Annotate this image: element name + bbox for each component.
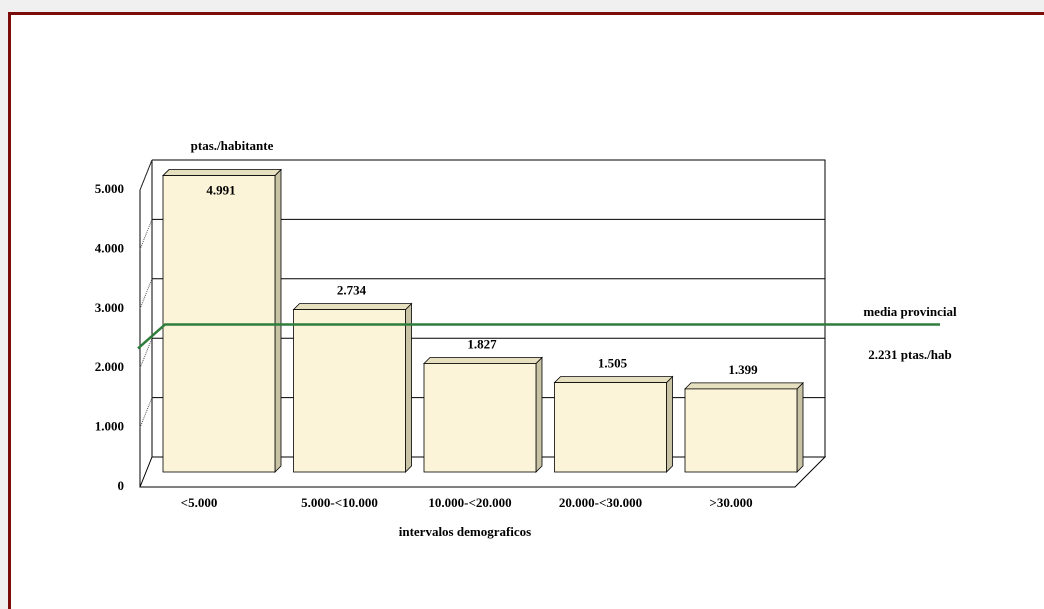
reference-label: media provincial bbox=[863, 304, 957, 319]
x-axis-label: intervalos demograficos bbox=[399, 524, 532, 539]
side-grid-line bbox=[139, 397, 153, 428]
side-grid-line bbox=[139, 159, 153, 191]
x-tick-label: 10.000-<20.000 bbox=[428, 495, 511, 510]
y-tick-label: 0 bbox=[118, 478, 125, 493]
bar bbox=[423, 363, 537, 473]
bar-top bbox=[162, 169, 282, 176]
x-tick-label: <5.000 bbox=[181, 495, 218, 510]
y-tick-label: 2.000 bbox=[95, 359, 124, 374]
bar-side bbox=[796, 381, 804, 473]
reference-line bbox=[137, 323, 940, 350]
side-grid-line bbox=[139, 219, 153, 250]
bar-side bbox=[535, 356, 543, 473]
data-label: 2.734 bbox=[337, 283, 367, 298]
bar-top bbox=[423, 357, 543, 364]
bar-top bbox=[292, 303, 413, 311]
x-tick-label: 20.000-<30.000 bbox=[559, 495, 642, 510]
data-label: 1.505 bbox=[598, 356, 628, 371]
reference-value-label: 2.231 ptas./hab bbox=[868, 347, 951, 362]
y-tick-label: 5.000 bbox=[95, 181, 124, 196]
y-tick-label: 1.000 bbox=[95, 419, 124, 434]
bar-side bbox=[274, 168, 282, 473]
data-label: 1.399 bbox=[728, 362, 758, 377]
x-tick-label: 5.000-<10.000 bbox=[301, 495, 378, 510]
y-tick-label: 4.000 bbox=[95, 240, 124, 255]
y-axis-label: ptas./habitante bbox=[191, 138, 274, 153]
x-tick-label: >30.000 bbox=[709, 495, 752, 510]
bar-top bbox=[684, 382, 804, 390]
bar bbox=[684, 388, 798, 473]
floor bbox=[139, 456, 827, 488]
bar-top bbox=[553, 376, 674, 384]
side-grid-line bbox=[139, 338, 153, 369]
y-tick-label: 3.000 bbox=[95, 300, 124, 315]
data-label: 4.991 bbox=[206, 183, 235, 198]
bar bbox=[293, 309, 406, 473]
bar-side bbox=[666, 375, 673, 473]
bar-side bbox=[405, 302, 412, 473]
side-grid-line bbox=[139, 278, 153, 309]
data-label: 1.827 bbox=[467, 336, 497, 351]
bar bbox=[554, 382, 667, 473]
